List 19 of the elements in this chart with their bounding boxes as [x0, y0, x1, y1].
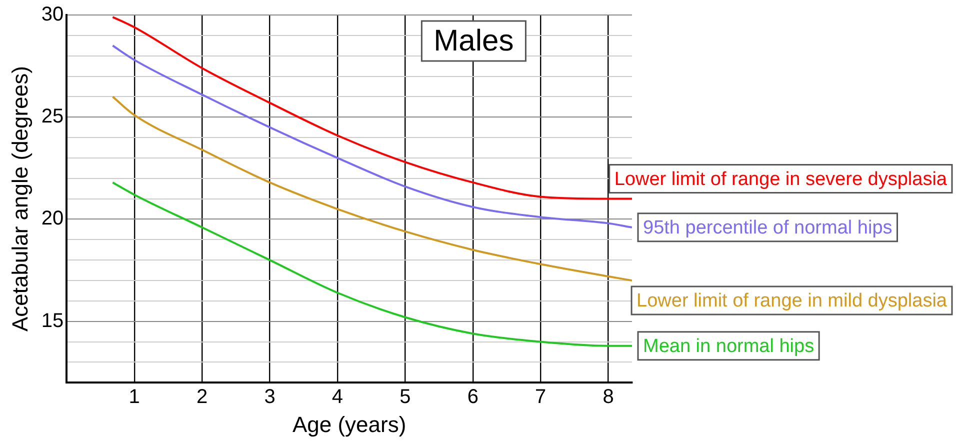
x-tick-label: 7	[535, 386, 546, 408]
series-label: 95th percentile of normal hips	[643, 218, 892, 239]
y-axis-title: Acetabular angle (degrees)	[7, 66, 32, 332]
y-tick-label: 20	[41, 208, 64, 230]
series-label: Mean in normal hips	[643, 336, 814, 358]
y-tick-label: 30	[41, 4, 64, 26]
x-axis-title: Age (years)	[292, 412, 406, 437]
x-tick-label: 8	[602, 386, 614, 408]
x-tick-label: 1	[128, 386, 140, 408]
chart-title: Males	[434, 24, 514, 58]
x-tick-label: 4	[332, 386, 344, 408]
y-tick-label: 15	[41, 310, 64, 332]
x-tick-label: 3	[264, 386, 276, 408]
x-tick-label: 5	[400, 386, 411, 408]
series-label: Lower limit of range in severe dysplasia	[614, 169, 948, 190]
y-tick-label: 25	[41, 106, 64, 128]
x-tick-label: 6	[467, 386, 478, 408]
x-tick-label: 2	[196, 386, 208, 408]
series-label: Lower limit of range in mild dysplasia	[636, 290, 948, 312]
